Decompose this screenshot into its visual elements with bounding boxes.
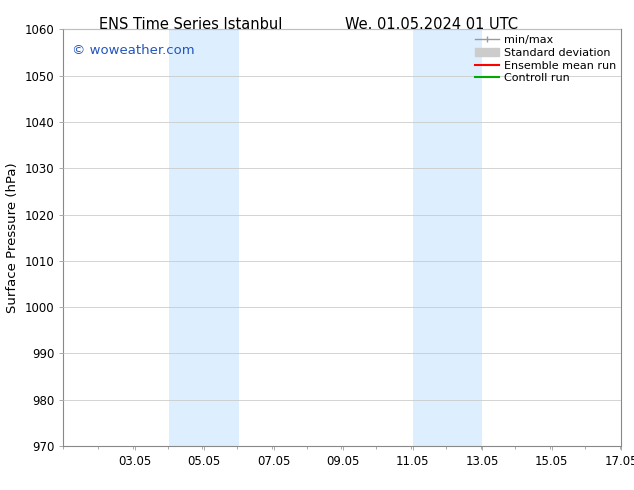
Text: ENS Time Series Istanbul: ENS Time Series Istanbul — [98, 17, 282, 32]
Text: We. 01.05.2024 01 UTC: We. 01.05.2024 01 UTC — [345, 17, 517, 32]
Y-axis label: Surface Pressure (hPa): Surface Pressure (hPa) — [6, 162, 19, 313]
Bar — [169, 29, 239, 446]
Bar — [413, 29, 482, 446]
Text: © woweather.com: © woweather.com — [72, 44, 195, 57]
Legend: min/max, Standard deviation, Ensemble mean run, Controll run: min/max, Standard deviation, Ensemble me… — [472, 33, 618, 86]
